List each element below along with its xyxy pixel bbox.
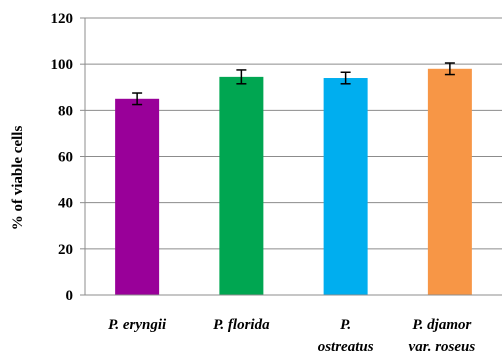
bar [115,98,160,296]
x-category-label: P. eryngii [108,317,167,333]
bar [323,78,368,296]
x-category-label: P. florida [213,317,270,333]
y-tick-label: 40 [58,196,73,212]
error-bars [132,62,455,106]
x-category-label: P. [340,317,351,333]
y-tick-label: 0 [66,288,74,304]
x-category-label: var. roseus [409,339,476,355]
x-category-label: ostreatus [318,339,374,355]
y-tick-label: 100 [51,57,74,73]
y-tick-label: 60 [58,150,73,166]
y-axis-title: % of viable cells [10,126,26,231]
x-category-label: P. djamor [412,317,471,333]
y-tick-labels: 0 20 40 60 80 100 120 [51,11,74,304]
bars [115,68,472,296]
bar [427,68,472,296]
y-tick-label: 120 [51,11,74,27]
axes [80,17,502,296]
x-category-labels: P. eryngii P. florida P. ostreatus P. djamor… [108,317,475,355]
y-tick-label: 20 [58,242,73,258]
bar [219,76,264,295]
y-tick-label: 80 [58,103,73,119]
